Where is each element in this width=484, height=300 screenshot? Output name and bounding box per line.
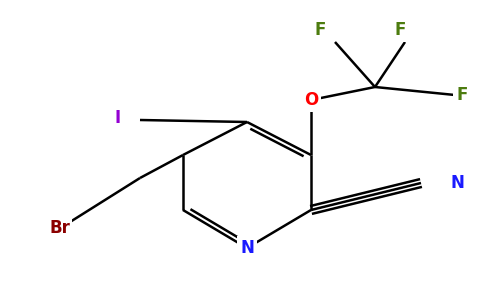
Text: O: O — [304, 91, 318, 109]
Text: N: N — [450, 174, 464, 192]
Text: I: I — [115, 109, 121, 127]
Text: F: F — [314, 21, 326, 39]
Text: F: F — [394, 21, 406, 39]
Text: Br: Br — [49, 219, 71, 237]
Text: F: F — [456, 86, 468, 104]
Text: N: N — [240, 239, 254, 257]
